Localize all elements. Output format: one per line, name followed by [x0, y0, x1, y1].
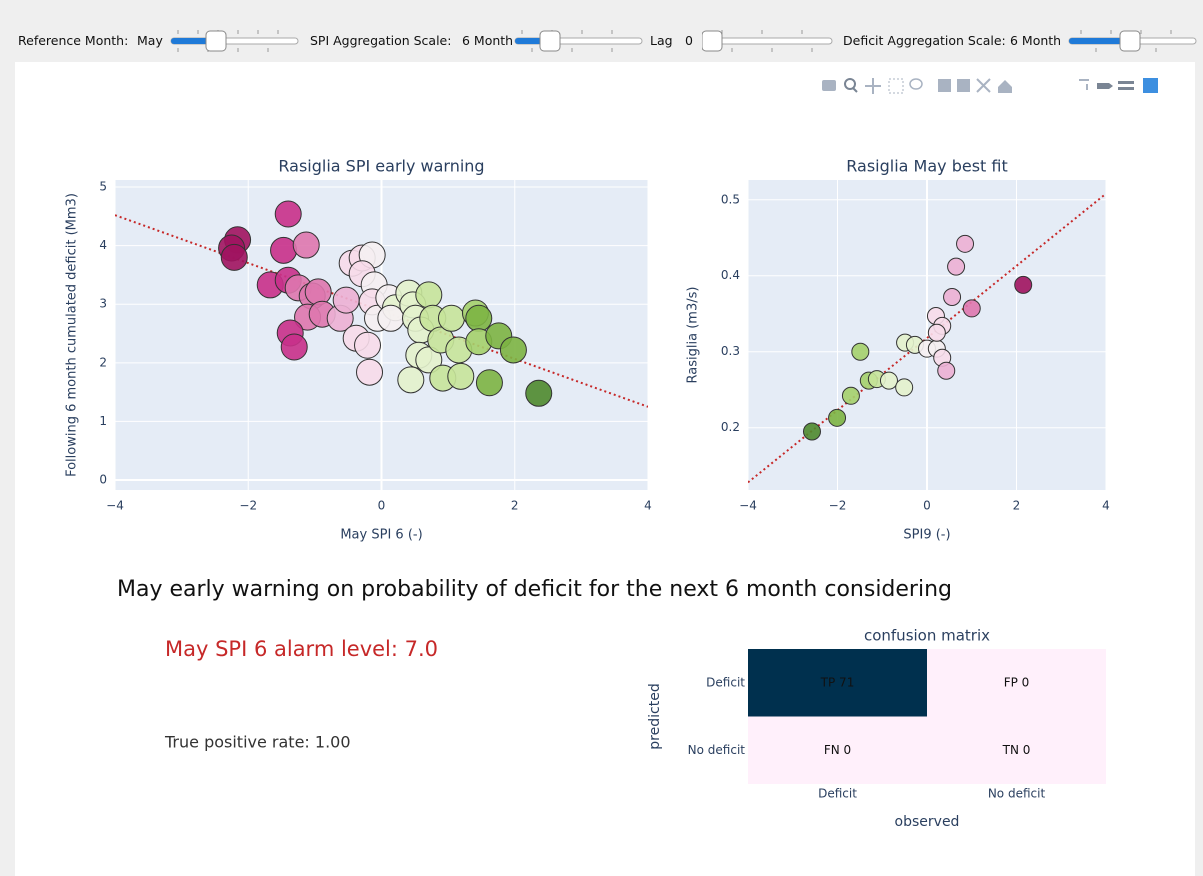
- data-point: [465, 304, 493, 332]
- true-positive-rate: True positive rate: 1.00: [164, 733, 351, 752]
- x-tick-label: 4: [1102, 499, 1110, 513]
- data-point: [962, 299, 981, 318]
- x-tick-label: −2: [239, 499, 257, 513]
- data-point: [947, 257, 966, 276]
- x-tick-label: 4: [644, 499, 652, 513]
- control-value: 6 Month: [462, 33, 514, 48]
- chart-title: Rasiglia May best fit: [846, 157, 1008, 176]
- x-tick-label: 2: [511, 499, 519, 513]
- heatmap-cell: [927, 716, 1106, 784]
- y-tick-label: No deficit: [688, 743, 746, 757]
- x-tick-label: −2: [829, 499, 847, 513]
- data-point: [415, 281, 443, 309]
- heading: May early warning on probability of defi…: [117, 577, 952, 602]
- y-tick-label: 0.2: [721, 420, 740, 434]
- data-point: [828, 408, 847, 427]
- cell-label: FP 0: [1004, 675, 1030, 689]
- data-point: [525, 379, 553, 407]
- data-point: [802, 422, 821, 441]
- data-point: [397, 366, 425, 394]
- data-point: [270, 236, 298, 264]
- control-value: 0: [685, 33, 693, 48]
- heatmap-cell: [748, 716, 927, 784]
- x-tick-label: 0: [923, 499, 931, 513]
- heatmap-cell: [748, 649, 927, 717]
- x-tick-label: 2: [1013, 499, 1021, 513]
- slider[interactable]: [512, 28, 646, 54]
- y-axis-label: Following 6 month cumulated deficit (Mm3…: [65, 193, 80, 477]
- heatmap-cell: [927, 649, 1106, 717]
- x-axis-label: May SPI 6 (-): [340, 528, 422, 543]
- data-point: [499, 336, 527, 364]
- x-tick-label: Deficit: [818, 787, 857, 801]
- cell-label: TP 71: [820, 675, 855, 689]
- data-point: [304, 278, 332, 306]
- data-point: [280, 333, 308, 361]
- data-point: [356, 358, 384, 386]
- data-point: [437, 304, 465, 332]
- x-tick-label: −4: [739, 499, 757, 513]
- data-point: [292, 231, 320, 259]
- y-tick-label: 0.5: [721, 192, 740, 206]
- y-tick-label: 0.4: [721, 268, 740, 282]
- data-point: [1014, 275, 1033, 294]
- modebar[interactable]: [822, 78, 1158, 94]
- data-point: [956, 234, 975, 253]
- cell-label: FN 0: [824, 743, 851, 757]
- y-axis-label: Rasiglia (m3/s): [686, 287, 701, 384]
- data-point: [937, 361, 956, 380]
- y-tick-label: 4: [99, 238, 107, 252]
- chart-title: Rasiglia SPI early warning: [278, 157, 484, 176]
- control-value: May: [137, 33, 163, 48]
- y-tick-label: 5: [99, 180, 107, 194]
- slider[interactable]: [702, 28, 836, 54]
- control-label: Lag: [650, 33, 673, 48]
- data-point: [377, 304, 405, 332]
- data-point: [415, 346, 443, 374]
- y-tick-label: 2: [99, 355, 107, 369]
- data-point: [927, 323, 946, 342]
- y-axis-label: predicted: [647, 683, 663, 749]
- x-axis-label: observed: [895, 814, 960, 830]
- data-point: [354, 331, 382, 359]
- x-tick-label: No deficit: [988, 787, 1046, 801]
- data-point: [895, 378, 914, 397]
- control-label: SPI Aggregation Scale:: [310, 33, 452, 48]
- slider[interactable]: [1066, 28, 1200, 54]
- chart-title: confusion matrix: [864, 627, 990, 645]
- data-point: [879, 371, 898, 390]
- control-value: 6 Month: [1010, 33, 1062, 48]
- data-point: [475, 369, 503, 397]
- data-point: [274, 200, 302, 228]
- data-point: [332, 286, 360, 314]
- control-label: Reference Month:: [18, 33, 129, 48]
- data-point: [447, 362, 475, 390]
- control-bar: Reference Month: May SPI Aggregation Sca…: [0, 10, 1203, 62]
- y-tick-label: Deficit: [706, 675, 745, 689]
- slider[interactable]: [168, 28, 302, 54]
- y-tick-label: 0.3: [721, 344, 740, 358]
- data-point: [851, 342, 870, 361]
- alarm-level: May SPI 6 alarm level: 7.0: [165, 637, 438, 661]
- y-tick-label: 1: [99, 414, 107, 428]
- x-tick-label: −4: [106, 499, 124, 513]
- x-axis-label: SPI9 (-): [903, 528, 950, 543]
- control-label: Deficit Aggregation Scale:: [843, 33, 1006, 48]
- y-tick-label: 0: [99, 473, 107, 487]
- y-tick-label: 3: [99, 297, 107, 311]
- data-point: [220, 243, 248, 271]
- data-point: [943, 288, 962, 307]
- x-tick-label: 0: [378, 499, 386, 513]
- cell-label: TN 0: [1002, 743, 1031, 757]
- data-point: [841, 386, 860, 405]
